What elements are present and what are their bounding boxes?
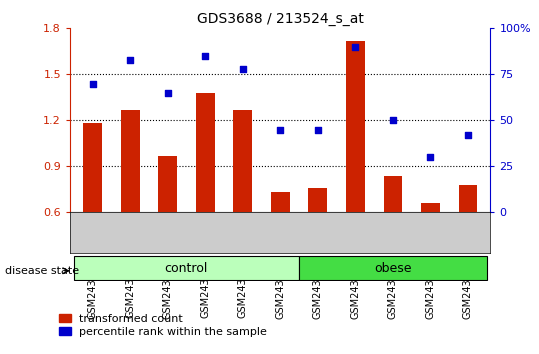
Text: disease state: disease state: [5, 266, 80, 276]
Point: [276, 127, 285, 132]
Bar: [158, 156, 177, 212]
Bar: [384, 176, 402, 212]
Point: [201, 53, 210, 59]
Bar: [233, 110, 252, 212]
Bar: [308, 188, 327, 212]
Bar: [299, 256, 487, 280]
Point: [314, 127, 322, 132]
Point: [464, 132, 472, 138]
Bar: [83, 124, 102, 212]
Point: [389, 118, 397, 123]
Point: [163, 90, 172, 96]
Text: control: control: [165, 262, 208, 275]
Point: [238, 66, 247, 72]
Point: [88, 81, 97, 86]
Point: [426, 154, 435, 160]
Text: obese: obese: [374, 262, 412, 275]
Legend: transformed count, percentile rank within the sample: transformed count, percentile rank withi…: [59, 314, 267, 337]
Bar: [346, 41, 365, 212]
Bar: [421, 203, 440, 212]
Point: [126, 57, 134, 62]
Point: [351, 44, 360, 50]
Title: GDS3688 / 213524_s_at: GDS3688 / 213524_s_at: [197, 12, 364, 26]
Bar: [271, 193, 289, 212]
Bar: [459, 185, 478, 212]
Bar: [74, 256, 299, 280]
Bar: [121, 110, 140, 212]
Bar: [196, 93, 215, 212]
